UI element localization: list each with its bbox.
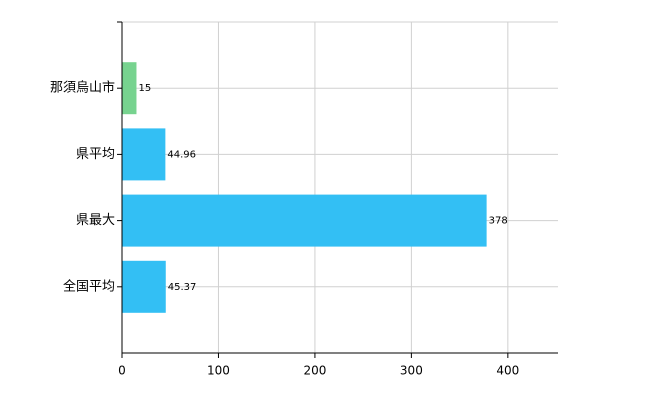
x-tick-label: 200 xyxy=(303,364,326,378)
x-tick-label: 100 xyxy=(207,364,230,378)
x-tick-label: 400 xyxy=(496,364,519,378)
bar xyxy=(122,260,166,313)
data-label: 45.37 xyxy=(168,282,197,293)
x-tick-label: 300 xyxy=(400,364,423,378)
y-tick-label: 全国平均 xyxy=(63,278,115,294)
bar xyxy=(122,62,137,115)
data-label: 44.96 xyxy=(167,149,196,160)
y-tick-label: 那須烏山市 xyxy=(50,80,115,96)
y-tick-label: 県平均 xyxy=(76,147,115,162)
bar xyxy=(122,128,166,181)
data-label: 15 xyxy=(138,83,151,94)
data-label: 378 xyxy=(489,216,508,227)
y-tick-label: 県最大 xyxy=(76,213,115,228)
bar xyxy=(122,194,487,247)
x-tick-label: 0 xyxy=(118,364,126,378)
